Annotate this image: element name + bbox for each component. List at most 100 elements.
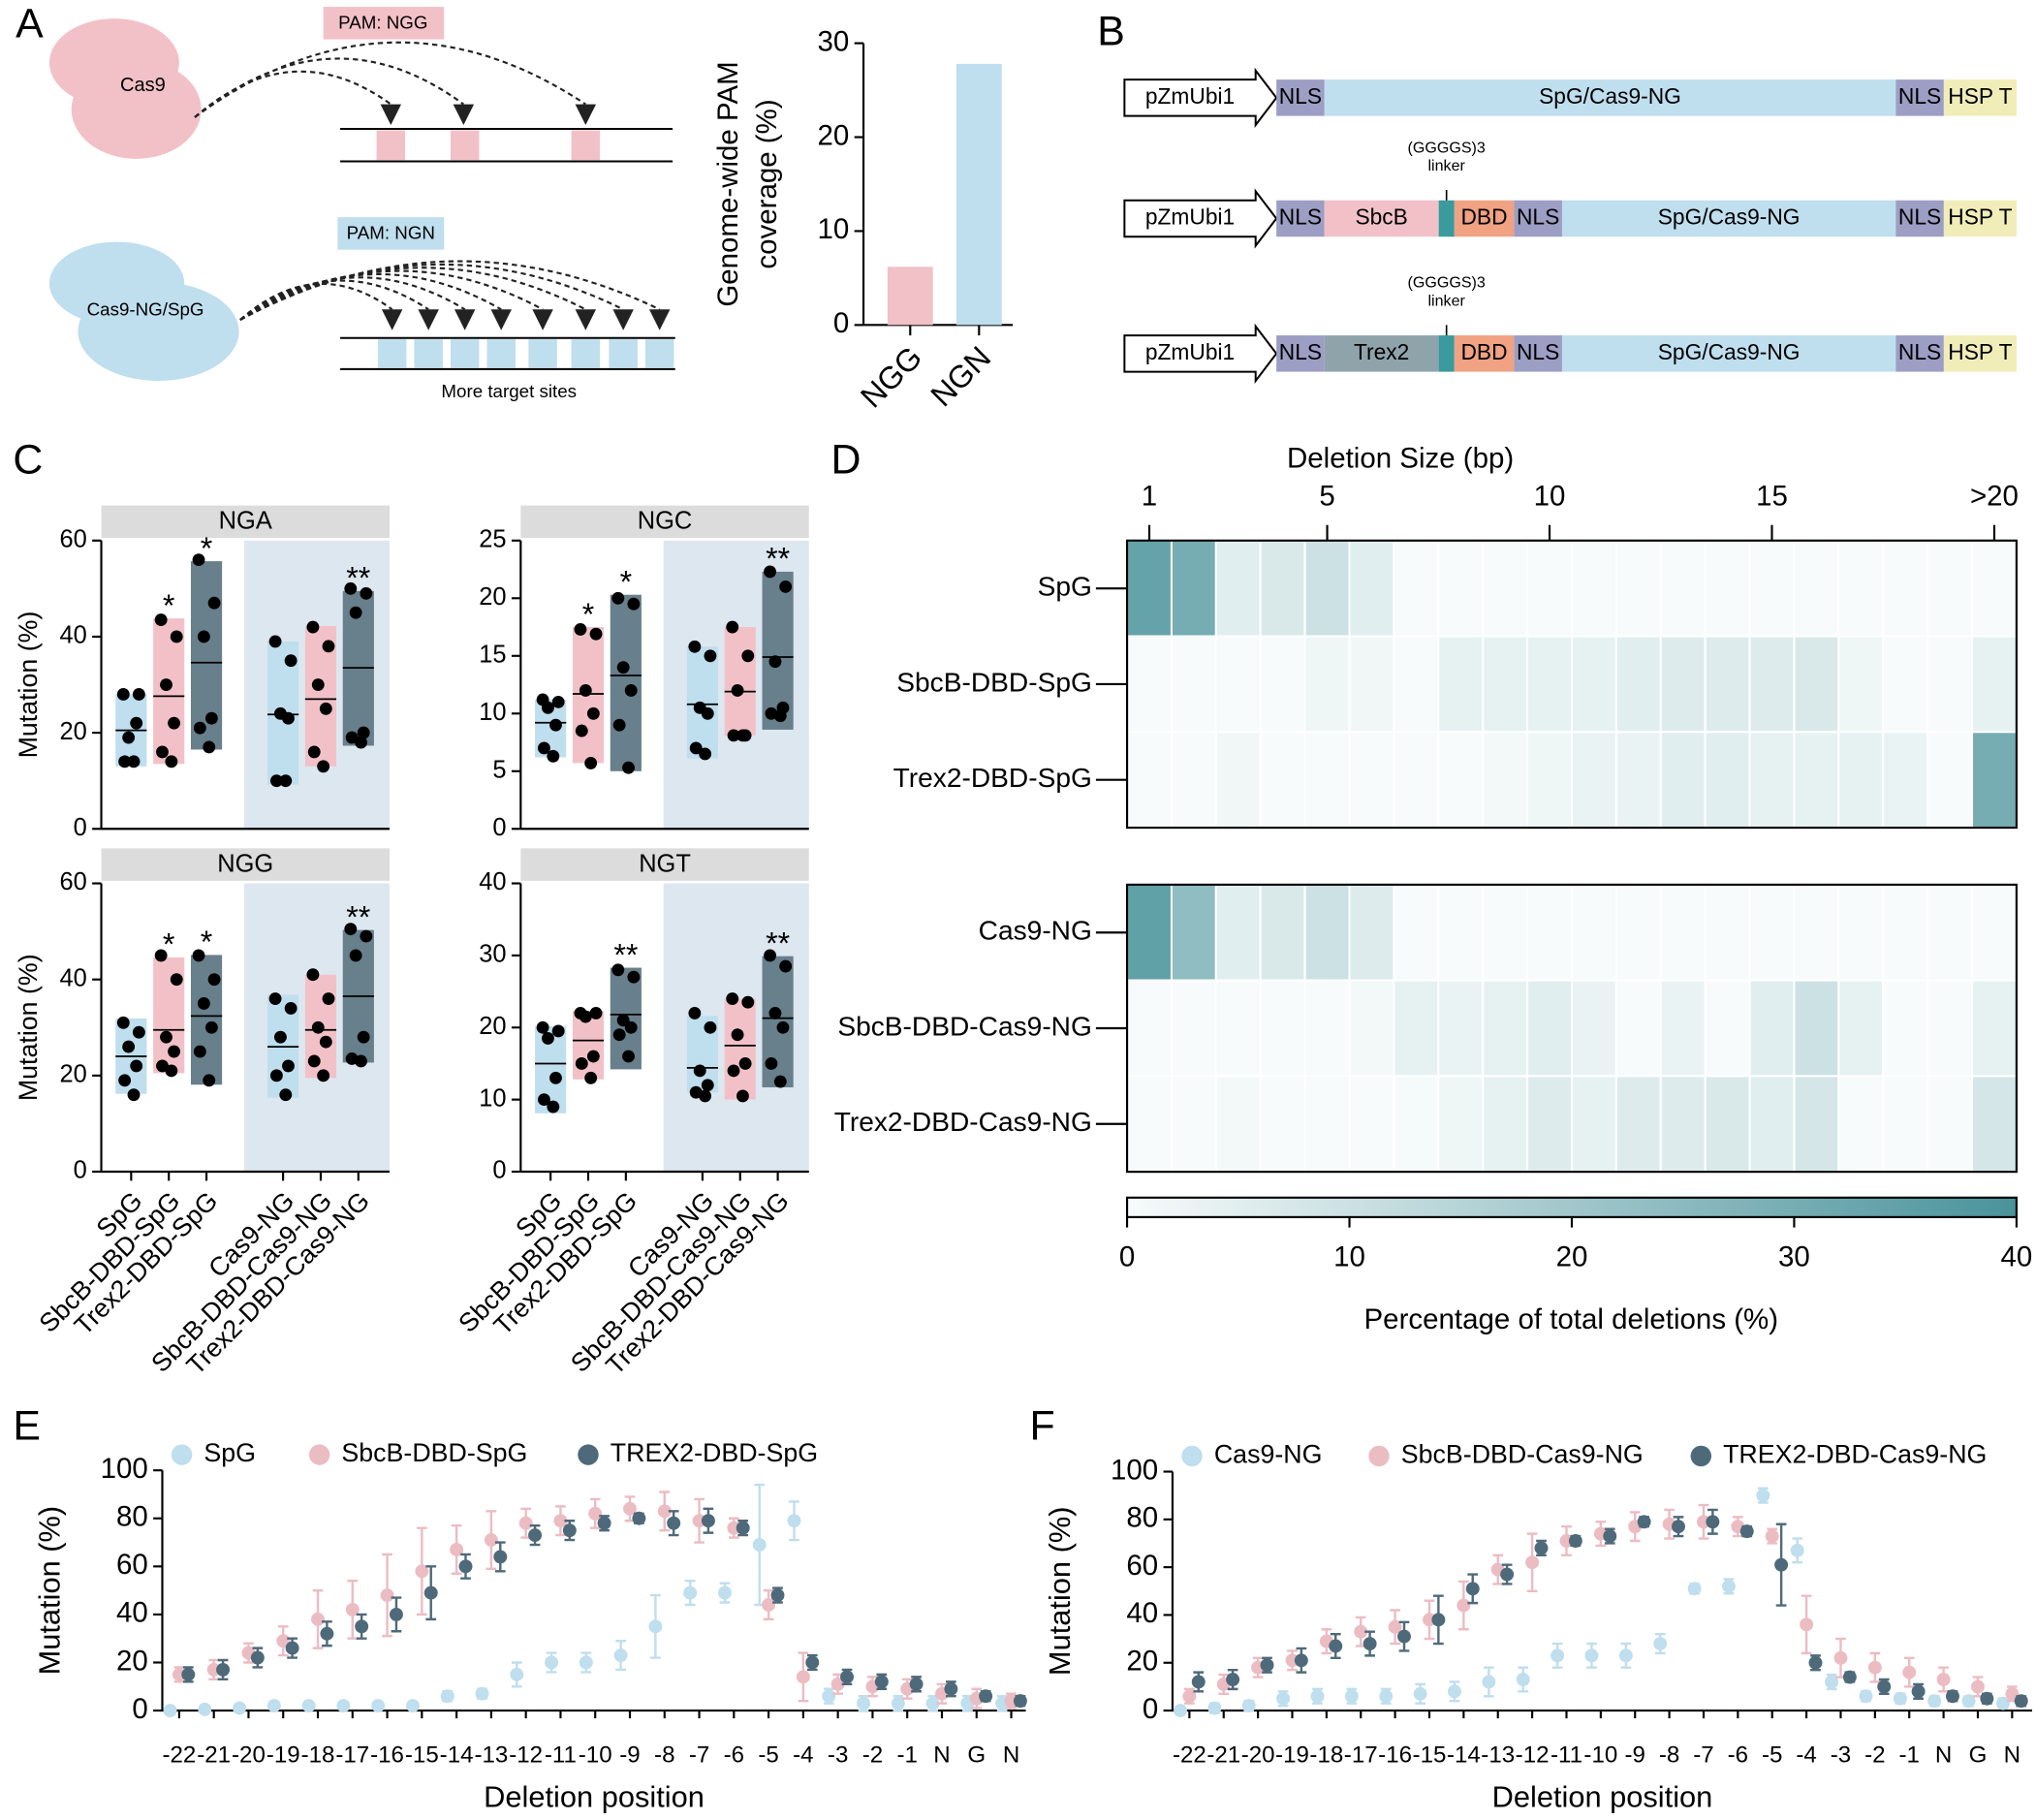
colorbar-tick-label: 10 [1333, 1241, 1365, 1273]
arrowhead [575, 104, 597, 126]
heat-cell [1348, 539, 1395, 638]
y-tick-label: 40 [479, 868, 506, 895]
x-tick-label: -12 [509, 1742, 543, 1768]
data-point [736, 1521, 750, 1535]
y-tick-label: 20 [818, 119, 850, 151]
data-point [355, 1054, 367, 1068]
segment-label: NLS [1517, 204, 1559, 230]
data-point [279, 1088, 293, 1102]
data-point [622, 761, 635, 774]
data-point [1842, 1670, 1857, 1684]
heat-cell [1259, 731, 1306, 830]
data-point [1534, 1541, 1549, 1555]
x-tick-label: -22 [1173, 1742, 1206, 1768]
data-point [156, 745, 169, 759]
heat-cell [1482, 635, 1529, 734]
segment-label: NLS [1279, 204, 1322, 230]
heat-cell [1659, 731, 1707, 830]
data-point [537, 741, 550, 755]
data-point [562, 1523, 577, 1538]
arc [239, 269, 544, 321]
data-point [371, 1699, 386, 1713]
data-point [450, 1543, 464, 1556]
data-point [170, 973, 183, 987]
data-point [765, 1057, 778, 1070]
y-axis-label: coverage (%) [751, 99, 783, 268]
heat-cell [1882, 1075, 1929, 1174]
data-point [282, 1059, 295, 1073]
y-tick-label: 60 [59, 868, 86, 895]
segment [1895, 200, 1944, 237]
range-bar [610, 594, 642, 771]
data-point [1226, 1673, 1240, 1686]
panel-label: E [13, 1403, 41, 1450]
data-point [575, 724, 588, 737]
heat-cell [1659, 539, 1707, 638]
data-point [1329, 1639, 1343, 1653]
target-site [450, 339, 480, 368]
heat-cell [1837, 883, 1885, 982]
data-point [493, 1550, 508, 1564]
heat-cell [1793, 731, 1840, 830]
heat-cell [1704, 883, 1751, 982]
pam-label: PAM: NGG [338, 12, 427, 32]
heat-cell [1526, 539, 1573, 638]
segment [1324, 200, 1439, 237]
data-point [579, 684, 592, 697]
segment [1561, 335, 1896, 372]
data-point [764, 949, 777, 962]
row-label: SbcB-DBD-SpG [896, 667, 1092, 697]
heat-cell [1303, 1075, 1351, 1174]
heat-cell [1570, 979, 1617, 1078]
data-point [1241, 1699, 1256, 1713]
data-point [317, 760, 330, 773]
data-point [1568, 1534, 1582, 1548]
data-point [727, 1064, 740, 1078]
heat-cell [1926, 539, 1974, 638]
data-point [118, 755, 132, 769]
arc [239, 282, 393, 321]
data-point [510, 1667, 524, 1681]
data-point [536, 1020, 549, 1034]
data-point [597, 1516, 611, 1530]
data-point [612, 1028, 626, 1042]
data-point [736, 1089, 749, 1103]
data-point [163, 1704, 177, 1718]
data-point [269, 1069, 283, 1083]
data-point [726, 620, 739, 634]
colorbar-label: Percentage of total deletions (%) [1364, 1303, 1779, 1335]
heat-cell [1214, 979, 1262, 1078]
y-tick-label: 25 [479, 526, 506, 553]
colorbar-tick-label: 40 [2001, 1241, 2033, 1273]
segment [1943, 200, 2017, 237]
heat-cell [1482, 1075, 1529, 1174]
heat-cell [1214, 539, 1262, 638]
data-point [122, 1040, 136, 1053]
heat-cell [1437, 635, 1485, 734]
data-point [1653, 1637, 1668, 1650]
heat-cell [1971, 635, 2018, 734]
x-tick-label: -17 [1344, 1742, 1378, 1768]
legend-label: TREX2-DBD-SpG [611, 1438, 818, 1467]
x-tick-label: -10 [1583, 1742, 1617, 1768]
panel-label: B [1097, 9, 1125, 55]
heat-cell [1659, 979, 1707, 1078]
data-point [1294, 1653, 1308, 1668]
data-point [542, 701, 554, 714]
data-point [311, 678, 325, 691]
linker [1438, 335, 1455, 372]
segment-label: NLS [1517, 339, 1559, 364]
segment [1276, 335, 1325, 372]
arrowhead [575, 309, 597, 330]
y-tick-label: 10 [818, 213, 850, 245]
heat-cell [1793, 883, 1840, 982]
significance: ** [766, 926, 790, 960]
data-point [627, 970, 641, 984]
data-point [154, 613, 168, 627]
y-tick-label: 20 [479, 583, 506, 611]
heat-cell [1704, 979, 1751, 1078]
data-point [122, 731, 136, 744]
bar [955, 63, 1002, 326]
facet-strip [520, 848, 809, 881]
